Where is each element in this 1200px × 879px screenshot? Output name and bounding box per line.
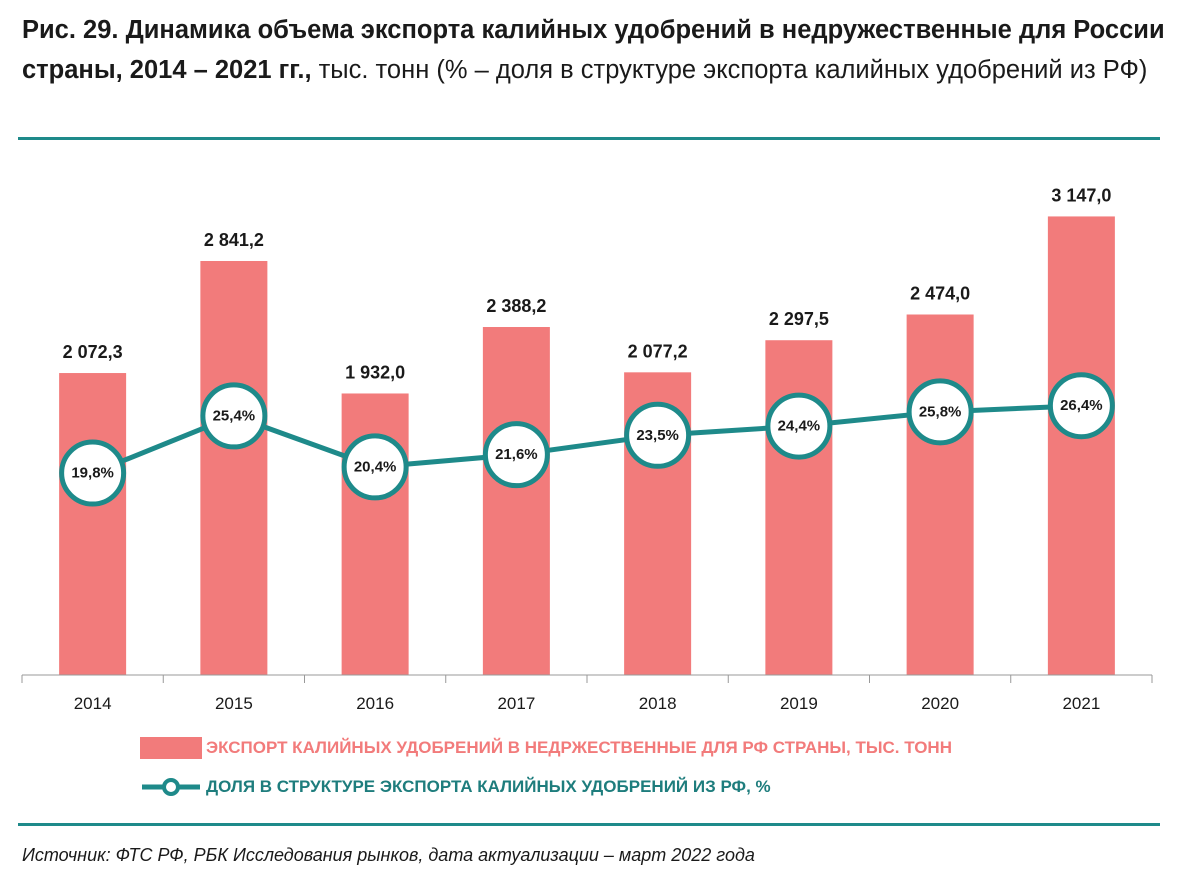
- bar-value-label-2015: 2 841,2: [204, 230, 264, 250]
- share-label-2020: 25,8%: [919, 403, 962, 420]
- top-divider: [18, 137, 1160, 140]
- share-label-2017: 21,6%: [495, 446, 538, 463]
- source-note: Источник: ФТС РФ, РБК Исследования рынко…: [22, 845, 755, 865]
- share-label-2019: 24,4%: [778, 418, 821, 435]
- x-tick-label-2019: 2019: [780, 694, 818, 713]
- x-axis-ticks: [21, 675, 1153, 683]
- share-marker-2020: [906, 378, 974, 446]
- share-label-2015: 25,4%: [213, 407, 256, 424]
- bar-series: [59, 216, 1115, 675]
- x-tick-label-2016: 2016: [356, 694, 394, 713]
- legend-swatch-line: [142, 778, 200, 796]
- bar-2019: [765, 340, 833, 675]
- x-axis-tick-labels: 2014 2015 2016 2017 2018 2019 2020 2021: [74, 694, 1101, 713]
- share-series-markers: 19,8% 25,4% 20,4% 21,6% 23,5% 24,4% 25,8% 26,4%: [59, 372, 1115, 507]
- bar-2014: [59, 373, 127, 675]
- bar-value-label-2014: 2 072,3: [63, 342, 123, 362]
- x-tick-label-2017: 2017: [497, 694, 535, 713]
- x-tick-label-2015: 2015: [215, 694, 253, 713]
- bar-2015: [200, 260, 268, 675]
- bar-value-label-2016: 1 932,0: [345, 362, 405, 382]
- share-marker-2019: [765, 392, 833, 460]
- bar-2020: [906, 314, 974, 675]
- legend-item-bars: ЭКСПОРТ КАЛИЙНЫХ УДОБРЕНИЙ В НЕДРЖЕСТВЕН…: [140, 737, 952, 759]
- bar-value-label-2019: 2 297,5: [769, 309, 829, 329]
- legend-label-line: ДОЛЯ В СТРУКТУРЕ ЭКСПОРТА КАЛИЙНЫХ УДОБР…: [206, 777, 771, 796]
- bar-value-label-2017: 2 388,2: [486, 296, 546, 316]
- share-label-2018: 23,5%: [636, 427, 679, 444]
- x-tick-label-2020: 2020: [921, 694, 959, 713]
- bar-2017: [482, 327, 550, 675]
- legend-item-line: ДОЛЯ В СТРУКТУРЕ ЭКСПОРТА КАЛИЙНЫХ УДОБР…: [140, 776, 771, 798]
- legend-swatch-bars: [140, 737, 202, 759]
- chart-title-units: тыс. тонн (% – доля в структуре экспорта…: [311, 56, 1148, 84]
- x-tick-label-2021: 2021: [1062, 694, 1100, 713]
- legend-label-bars: ЭКСПОРТ КАЛИЙНЫХ УДОБРЕНИЙ В НЕДРЖЕСТВЕН…: [206, 738, 952, 757]
- share-marker-2017: [482, 421, 550, 489]
- bar-value-label-2021: 3 147,0: [1051, 185, 1111, 205]
- bar-2021: [1047, 216, 1115, 675]
- share-marker-2018: [624, 401, 692, 469]
- share-label-2014: 19,8%: [71, 465, 114, 482]
- share-marker-2016: [341, 433, 409, 501]
- share-marker-2014: [59, 439, 127, 507]
- share-marker-2021: [1047, 372, 1115, 440]
- share-label-2016: 20,4%: [354, 458, 397, 475]
- chart-title-bold: Рис. 29. Динамика объема экспорта калийн…: [22, 16, 1165, 84]
- x-tick-label-2018: 2018: [639, 694, 677, 713]
- x-tick-label-2014: 2014: [74, 694, 112, 713]
- bar-value-label-2020: 2 474,0: [910, 284, 970, 304]
- share-marker-2015: [200, 382, 268, 450]
- chart-plot: 2 072,3 2 841,2 1 932,0 2 388,2 2 077,2 2 297…: [21, 185, 1153, 713]
- share-label-2021: 26,4%: [1060, 397, 1103, 414]
- bar-value-label-2018: 2 077,2: [628, 341, 688, 361]
- bar-value-labels: 2 072,3 2 841,2 1 932,0 2 388,2 2 077,2 2 297…: [63, 185, 1112, 382]
- bottom-divider: [18, 823, 1160, 826]
- chart-title: Рис. 29. Динамика объема экспорта калийн…: [22, 10, 1182, 90]
